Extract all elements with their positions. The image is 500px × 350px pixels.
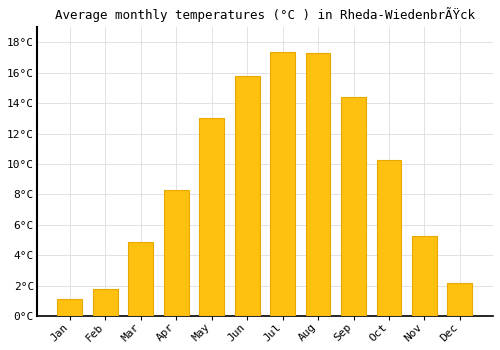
Bar <box>93 289 118 316</box>
Bar <box>270 51 295 316</box>
Bar <box>164 190 188 316</box>
Bar <box>376 160 402 316</box>
Bar <box>412 236 437 316</box>
Bar <box>341 97 366 316</box>
Bar <box>448 283 472 316</box>
Bar <box>58 299 82 316</box>
Bar <box>200 118 224 316</box>
Title: Average monthly temperatures (°C ) in Rheda-WiedenbrÃŸck: Average monthly temperatures (°C ) in Rh… <box>55 7 475 22</box>
Bar <box>306 53 330 316</box>
Bar <box>235 76 260 316</box>
Bar <box>128 241 153 316</box>
